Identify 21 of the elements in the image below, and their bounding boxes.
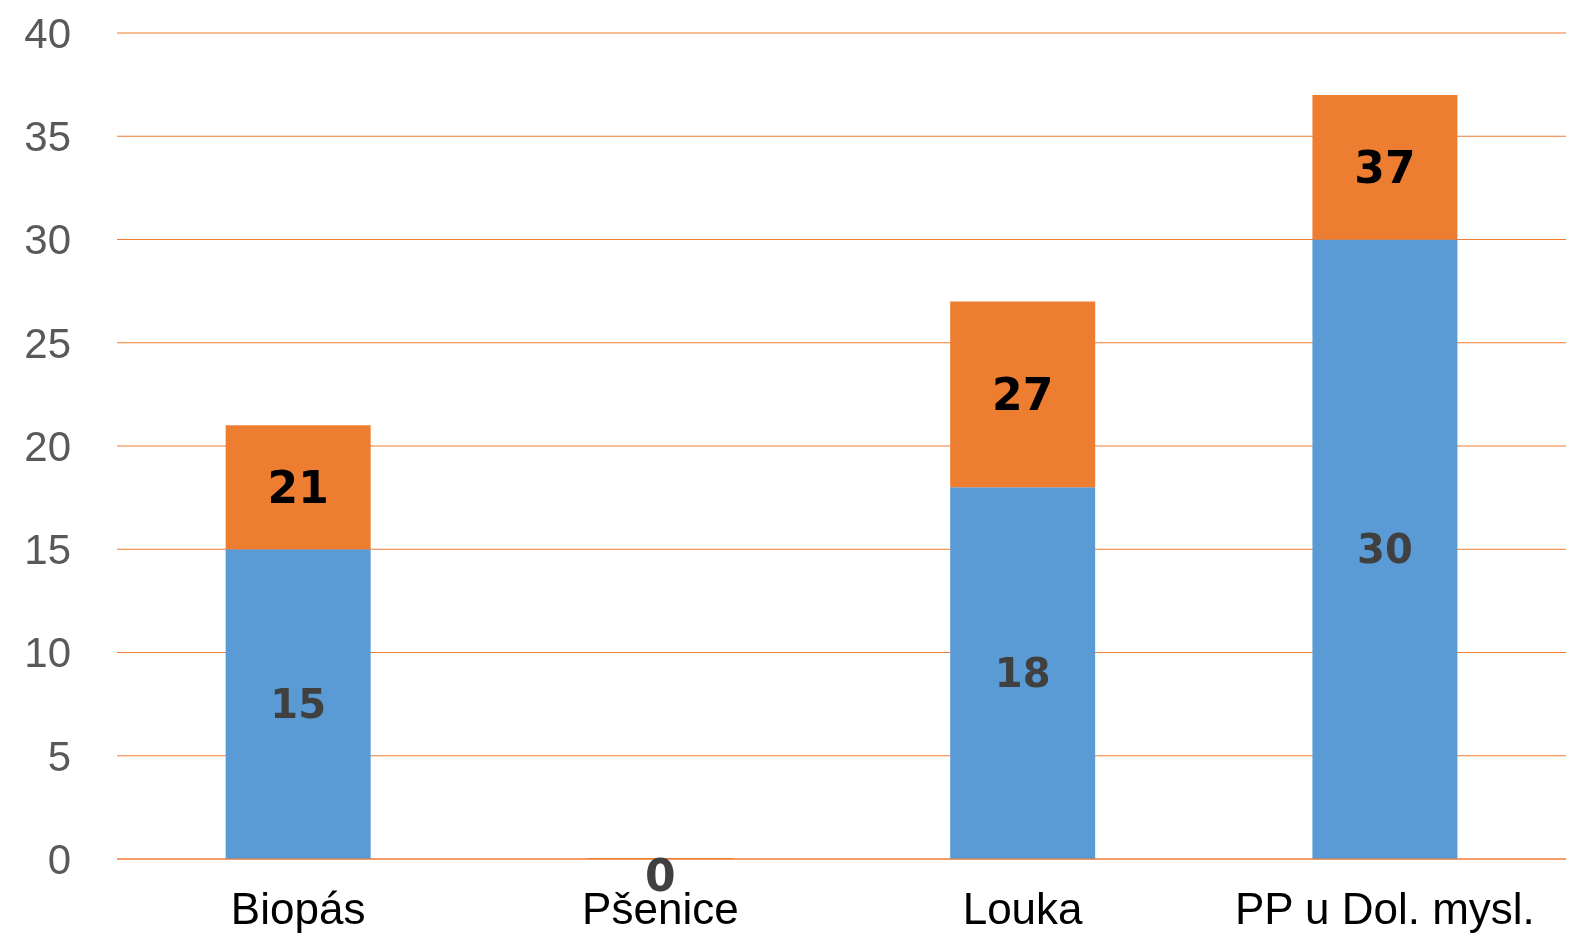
x-tick-label: Louka bbox=[962, 884, 1084, 934]
y-tick-label: 20 bbox=[24, 422, 71, 470]
y-tick-label: 10 bbox=[24, 629, 71, 677]
y-tick-label: 40 bbox=[24, 9, 71, 57]
x-tick-label: PP u Dol. mysl. bbox=[1234, 884, 1535, 934]
bar bbox=[1312, 239, 1458, 859]
y-tick-label: 0 bbox=[47, 835, 71, 883]
total-label: 37 bbox=[1354, 141, 1416, 193]
data-label: 30 bbox=[1357, 526, 1413, 573]
y-tick-label: 35 bbox=[24, 113, 71, 161]
x-tick-label: Biopás bbox=[230, 884, 366, 934]
bar bbox=[950, 487, 1096, 859]
y-tick-label: 25 bbox=[24, 319, 71, 367]
y-tick-label: 15 bbox=[24, 526, 71, 574]
total-label: 27 bbox=[992, 368, 1054, 420]
bar bbox=[225, 549, 371, 859]
y-tick-label: 5 bbox=[47, 732, 71, 780]
y-tick-label: 30 bbox=[24, 216, 71, 264]
data-label: 15 bbox=[270, 681, 327, 728]
total-label: 21 bbox=[267, 461, 329, 513]
data-label: 18 bbox=[994, 650, 1051, 697]
